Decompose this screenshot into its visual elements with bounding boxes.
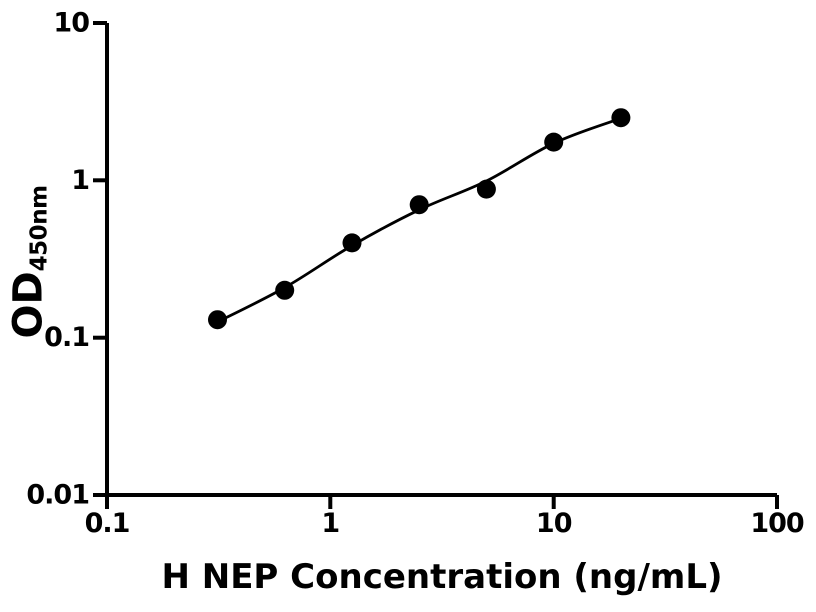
data-point: [544, 132, 564, 152]
x-tick-label: 0.1: [85, 508, 130, 539]
x-tick-label: 10: [536, 508, 572, 539]
y-tick-label: 1: [71, 165, 89, 196]
data-point: [476, 179, 496, 199]
y-axis-title-main: OD: [5, 271, 52, 339]
x-tick-label: 1: [321, 508, 339, 539]
data-point: [611, 108, 631, 128]
data-point: [342, 233, 362, 253]
data-point: [275, 280, 295, 300]
axis-spine: [105, 23, 777, 497]
y-tick-label: 10: [53, 8, 89, 39]
x-axis-title: H NEP Concentration (ng/mL): [161, 557, 723, 597]
data-point: [409, 195, 429, 215]
y-tick-label: 0.01: [26, 480, 89, 511]
data-point: [208, 310, 227, 330]
y-tick-label: 0.1: [44, 322, 89, 353]
y-axis-title-subscript: 450nm: [26, 185, 53, 272]
x-tick-label: 100: [750, 508, 804, 539]
y-axis-title: OD450nm: [5, 185, 53, 339]
